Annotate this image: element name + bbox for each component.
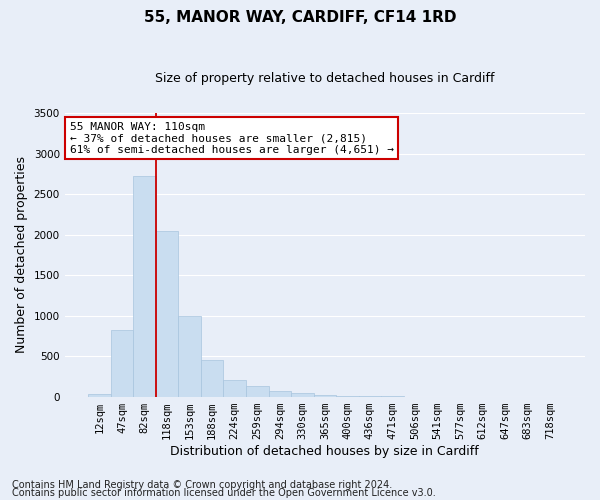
X-axis label: Distribution of detached houses by size in Cardiff: Distribution of detached houses by size …: [170, 444, 479, 458]
Bar: [111, 330, 133, 396]
Bar: [201, 360, 223, 397]
Bar: [178, 316, 201, 396]
Title: Size of property relative to detached houses in Cardiff: Size of property relative to detached ho…: [155, 72, 494, 86]
Text: Contains HM Land Registry data © Crown copyright and database right 2024.: Contains HM Land Registry data © Crown c…: [12, 480, 392, 490]
Y-axis label: Number of detached properties: Number of detached properties: [15, 156, 28, 354]
Bar: [269, 391, 291, 396]
Text: 55, MANOR WAY, CARDIFF, CF14 1RD: 55, MANOR WAY, CARDIFF, CF14 1RD: [144, 10, 456, 25]
Bar: [133, 176, 156, 396]
Bar: [291, 394, 314, 396]
Bar: [314, 395, 336, 396]
Bar: [156, 230, 178, 396]
Bar: [223, 380, 246, 396]
Bar: [88, 394, 111, 396]
Bar: [246, 386, 269, 396]
Text: 55 MANOR WAY: 110sqm
← 37% of detached houses are smaller (2,815)
61% of semi-de: 55 MANOR WAY: 110sqm ← 37% of detached h…: [70, 122, 394, 155]
Text: Contains public sector information licensed under the Open Government Licence v3: Contains public sector information licen…: [12, 488, 436, 498]
